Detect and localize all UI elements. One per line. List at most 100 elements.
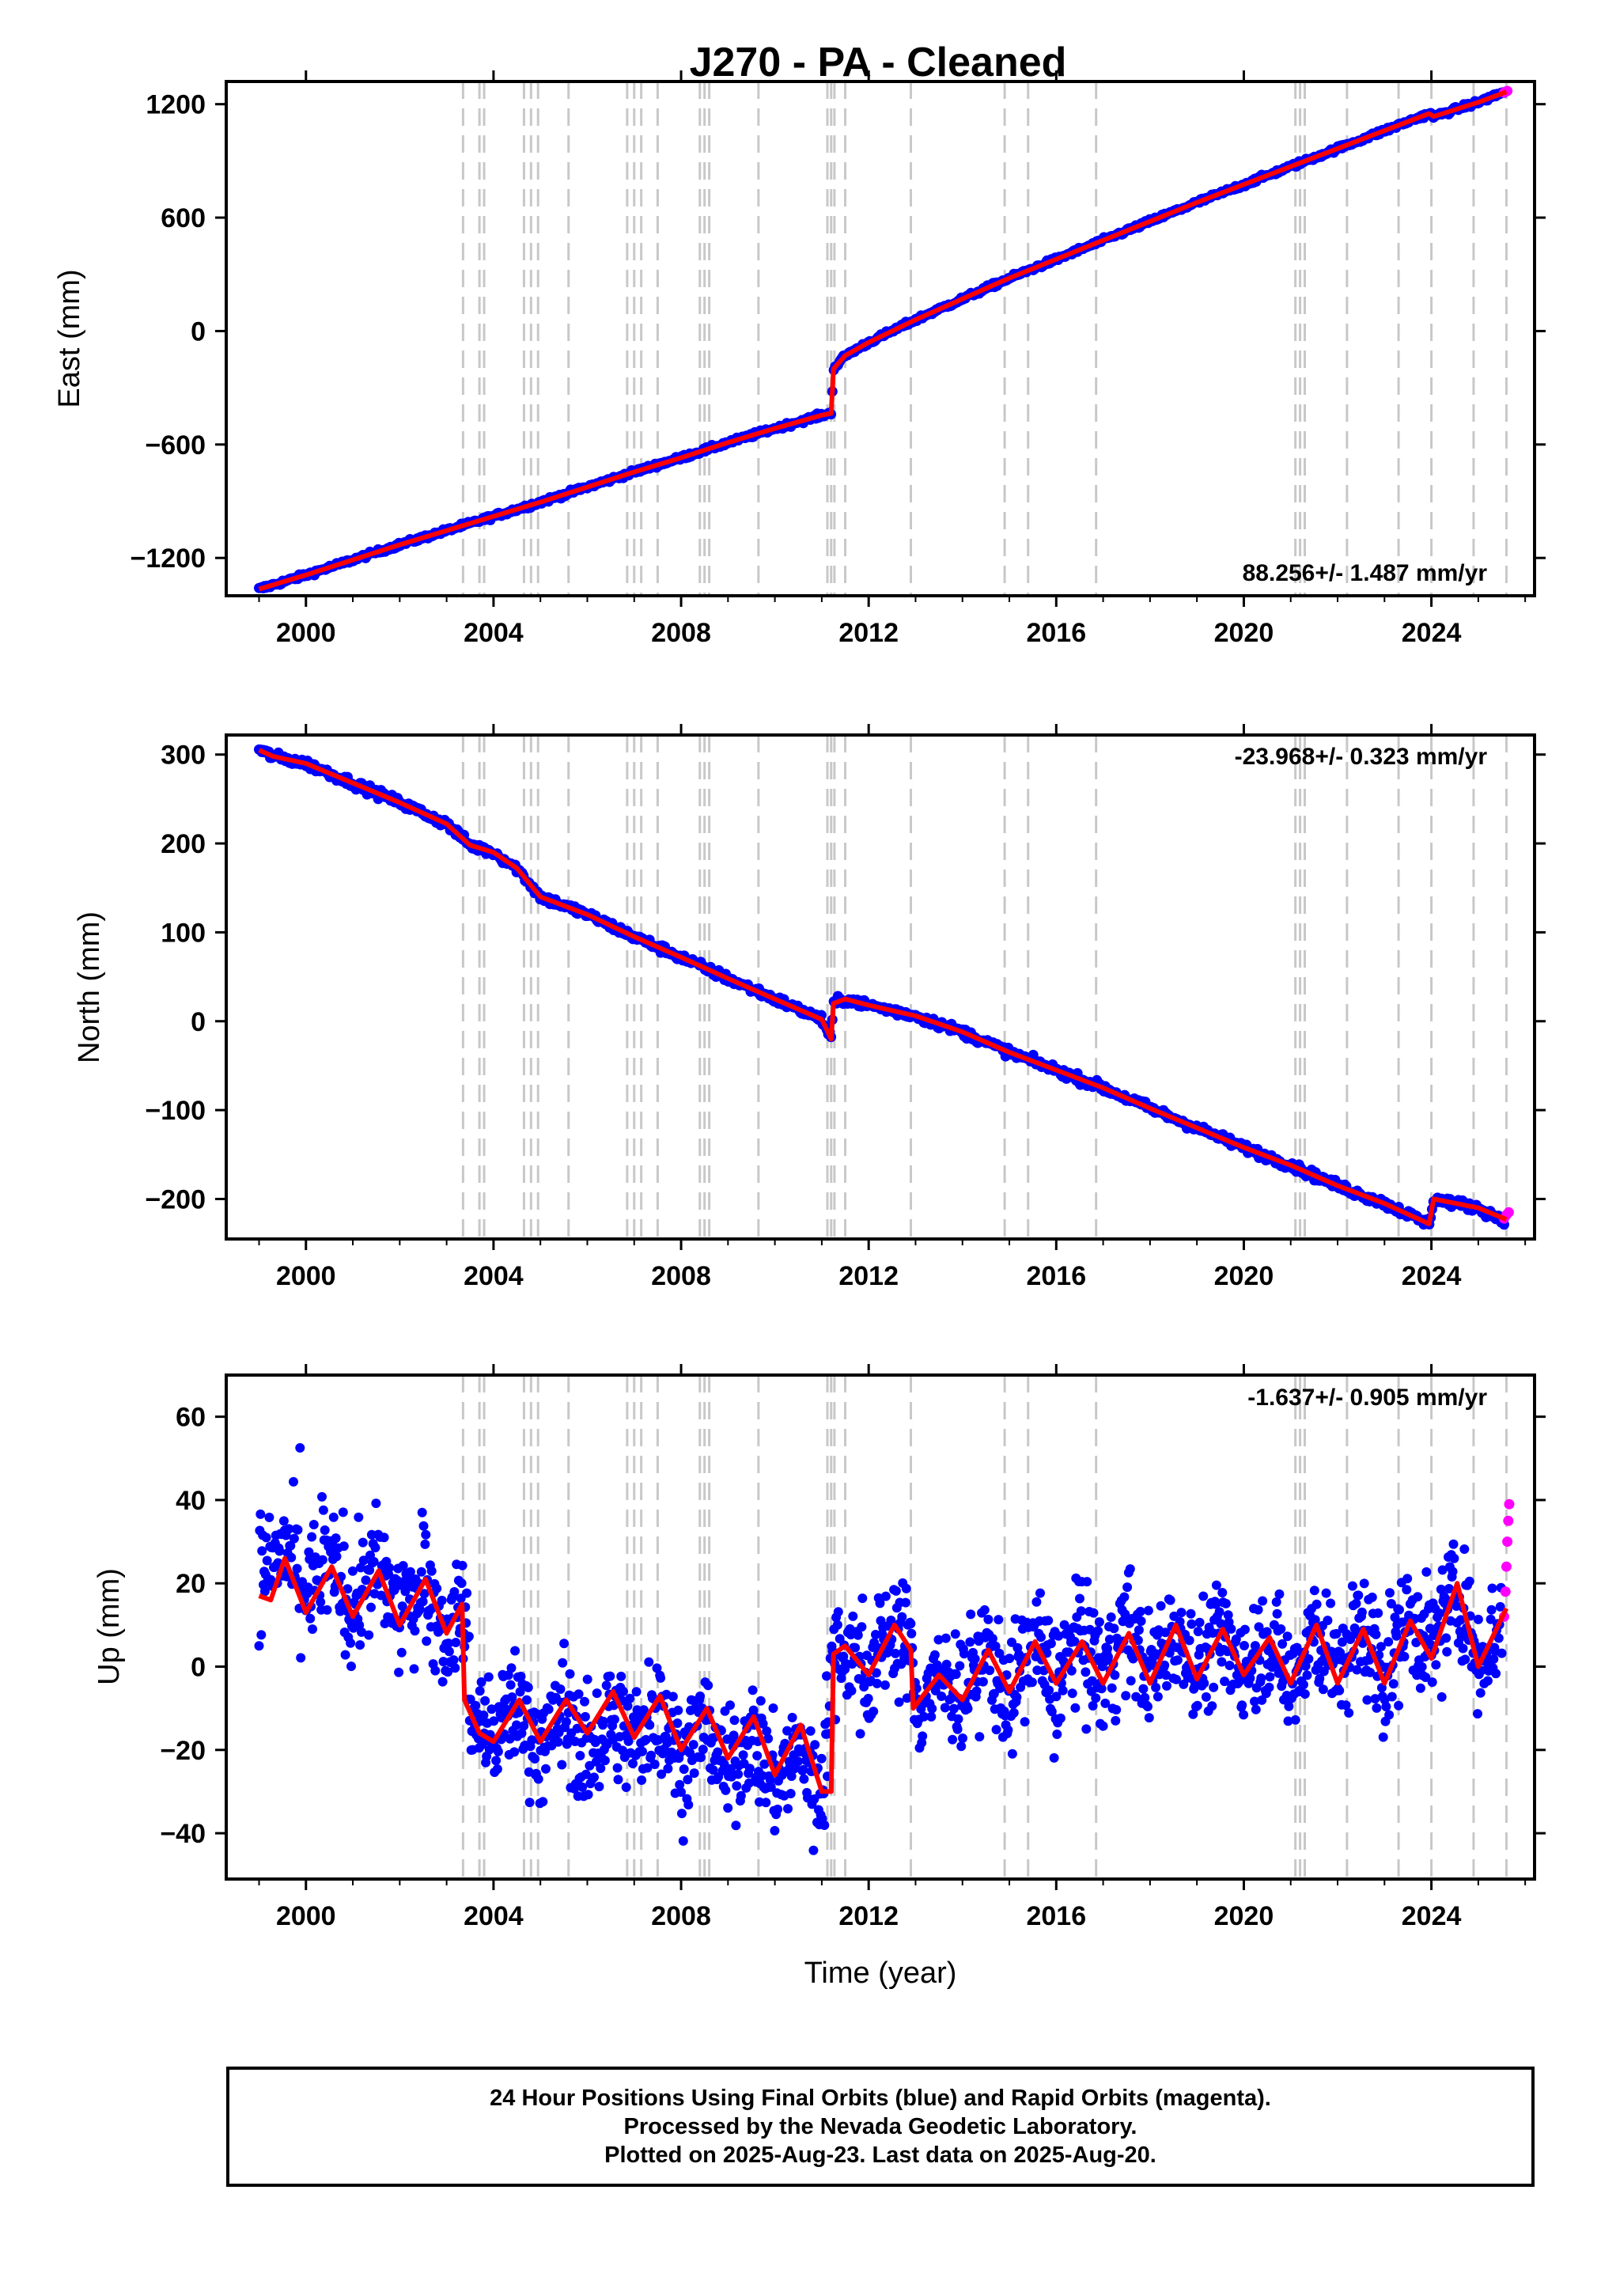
- up-final-point: [331, 1533, 341, 1544]
- up-final-point: [1125, 1564, 1135, 1574]
- up-final-point: [1497, 1648, 1507, 1658]
- up-final-point: [1211, 1599, 1221, 1609]
- up-final-point: [1272, 1608, 1282, 1619]
- up-final-point: [289, 1533, 299, 1544]
- up-final-point: [369, 1556, 379, 1567]
- up-final-point: [744, 1778, 754, 1788]
- up-final-point: [773, 1804, 783, 1814]
- footer-line-processed: Processed by the Nevada Geodetic Laborat…: [623, 2114, 1137, 2139]
- up-final-point: [683, 1775, 693, 1785]
- east-plot-frame: [225, 80, 1536, 597]
- north-offset-lines: [461, 735, 1508, 1239]
- up-final-point: [1383, 1637, 1394, 1647]
- up-final-point: [1399, 1651, 1410, 1661]
- up-final-point: [289, 1476, 298, 1487]
- north-x-axis: 2000 2004 2008 2012 2016 2020 2024: [258, 724, 1527, 1291]
- up-final-point: [848, 1611, 858, 1621]
- up-final-point: [832, 1620, 842, 1630]
- up-final-point: [1198, 1591, 1209, 1601]
- up-final-point: [1473, 1709, 1482, 1719]
- up-final-point: [762, 1726, 772, 1736]
- up-xtick-label: 2020: [1214, 1901, 1274, 1931]
- up-final-point: [1421, 1673, 1431, 1682]
- up-final-point: [357, 1627, 366, 1637]
- up-final-point: [1258, 1596, 1268, 1606]
- up-final-point: [1140, 1692, 1150, 1703]
- up-final-point: [1066, 1665, 1077, 1676]
- up-final-point: [1211, 1580, 1221, 1590]
- east-axis-label: East (mm): [53, 269, 86, 407]
- up-final-point: [409, 1664, 419, 1674]
- up-final-point: [1373, 1608, 1383, 1618]
- up-final-point: [1058, 1685, 1068, 1695]
- north-xtick-label: 2020: [1214, 1261, 1274, 1291]
- up-final-point: [505, 1680, 516, 1690]
- up-final-point: [1151, 1682, 1161, 1692]
- up-final-point: [293, 1525, 303, 1535]
- up-final-point: [951, 1669, 961, 1680]
- up-final-point: [557, 1760, 567, 1770]
- up-final-point: [1309, 1586, 1319, 1596]
- up-final-point: [672, 1718, 683, 1728]
- east-xtick-label: 2004: [464, 618, 524, 648]
- up-final-point: [527, 1735, 537, 1745]
- up-final-point: [1290, 1714, 1300, 1725]
- up-final-point: [975, 1732, 985, 1742]
- up-final-point: [1031, 1597, 1042, 1607]
- up-final-point: [901, 1583, 911, 1593]
- up-final-point: [418, 1597, 428, 1607]
- up-final-point: [456, 1578, 467, 1589]
- up-final-point: [1049, 1752, 1059, 1763]
- up-final-point: [513, 1707, 524, 1718]
- up-final-point: [449, 1587, 460, 1597]
- up-final-point: [471, 1700, 481, 1711]
- up-final-point: [1237, 1700, 1247, 1711]
- up-final-point: [1473, 1614, 1483, 1624]
- up-final-point: [1162, 1680, 1171, 1691]
- up-final-point: [1119, 1592, 1130, 1602]
- up-final-point: [1300, 1689, 1310, 1699]
- up-final-point: [420, 1539, 430, 1549]
- up-final-point: [398, 1561, 408, 1570]
- up-final-point: [1134, 1625, 1144, 1635]
- up-final-point: [1223, 1610, 1233, 1620]
- up-final-point: [1318, 1684, 1328, 1695]
- up-final-point: [592, 1688, 602, 1699]
- up-final-point: [476, 1677, 486, 1687]
- east-ytick-label: −600: [145, 430, 206, 460]
- up-final-point: [983, 1614, 994, 1624]
- up-final-point: [1302, 1670, 1312, 1680]
- up-final-point: [533, 1774, 543, 1784]
- up-final-point: [483, 1672, 494, 1682]
- up-final-point: [605, 1671, 615, 1681]
- up-final-point: [1193, 1627, 1203, 1637]
- up-final-point: [430, 1665, 441, 1676]
- north-axis-label: North (mm): [73, 911, 106, 1063]
- up-final-point: [731, 1821, 741, 1831]
- up-final-point: [308, 1520, 319, 1529]
- up-final-point: [1300, 1661, 1311, 1671]
- up-final-point: [696, 1752, 706, 1763]
- up-final-point: [405, 1567, 415, 1577]
- up-final-point: [850, 1642, 861, 1653]
- up-final-point: [770, 1825, 780, 1836]
- up-final-point: [663, 1764, 673, 1774]
- north-rapid-point: [1503, 1207, 1514, 1218]
- up-final-point: [863, 1693, 873, 1703]
- up-final-point: [1055, 1713, 1065, 1723]
- up-final-point: [952, 1724, 963, 1734]
- up-final-point: [1460, 1654, 1470, 1665]
- up-final-point: [950, 1629, 960, 1639]
- up-final-point: [432, 1583, 442, 1593]
- up-final-point: [1144, 1713, 1154, 1723]
- up-final-point: [930, 1685, 941, 1695]
- up-final-point: [286, 1552, 297, 1563]
- up-ytick-label: −40: [160, 1819, 206, 1849]
- east-xtick-label: 2024: [1402, 618, 1462, 648]
- up-final-point: [365, 1565, 375, 1575]
- up-final-point: [376, 1590, 386, 1601]
- north-xtick-label: 2012: [838, 1261, 899, 1291]
- up-final-point: [906, 1619, 916, 1629]
- up-final-point: [316, 1597, 326, 1607]
- up-final-point: [729, 1730, 739, 1741]
